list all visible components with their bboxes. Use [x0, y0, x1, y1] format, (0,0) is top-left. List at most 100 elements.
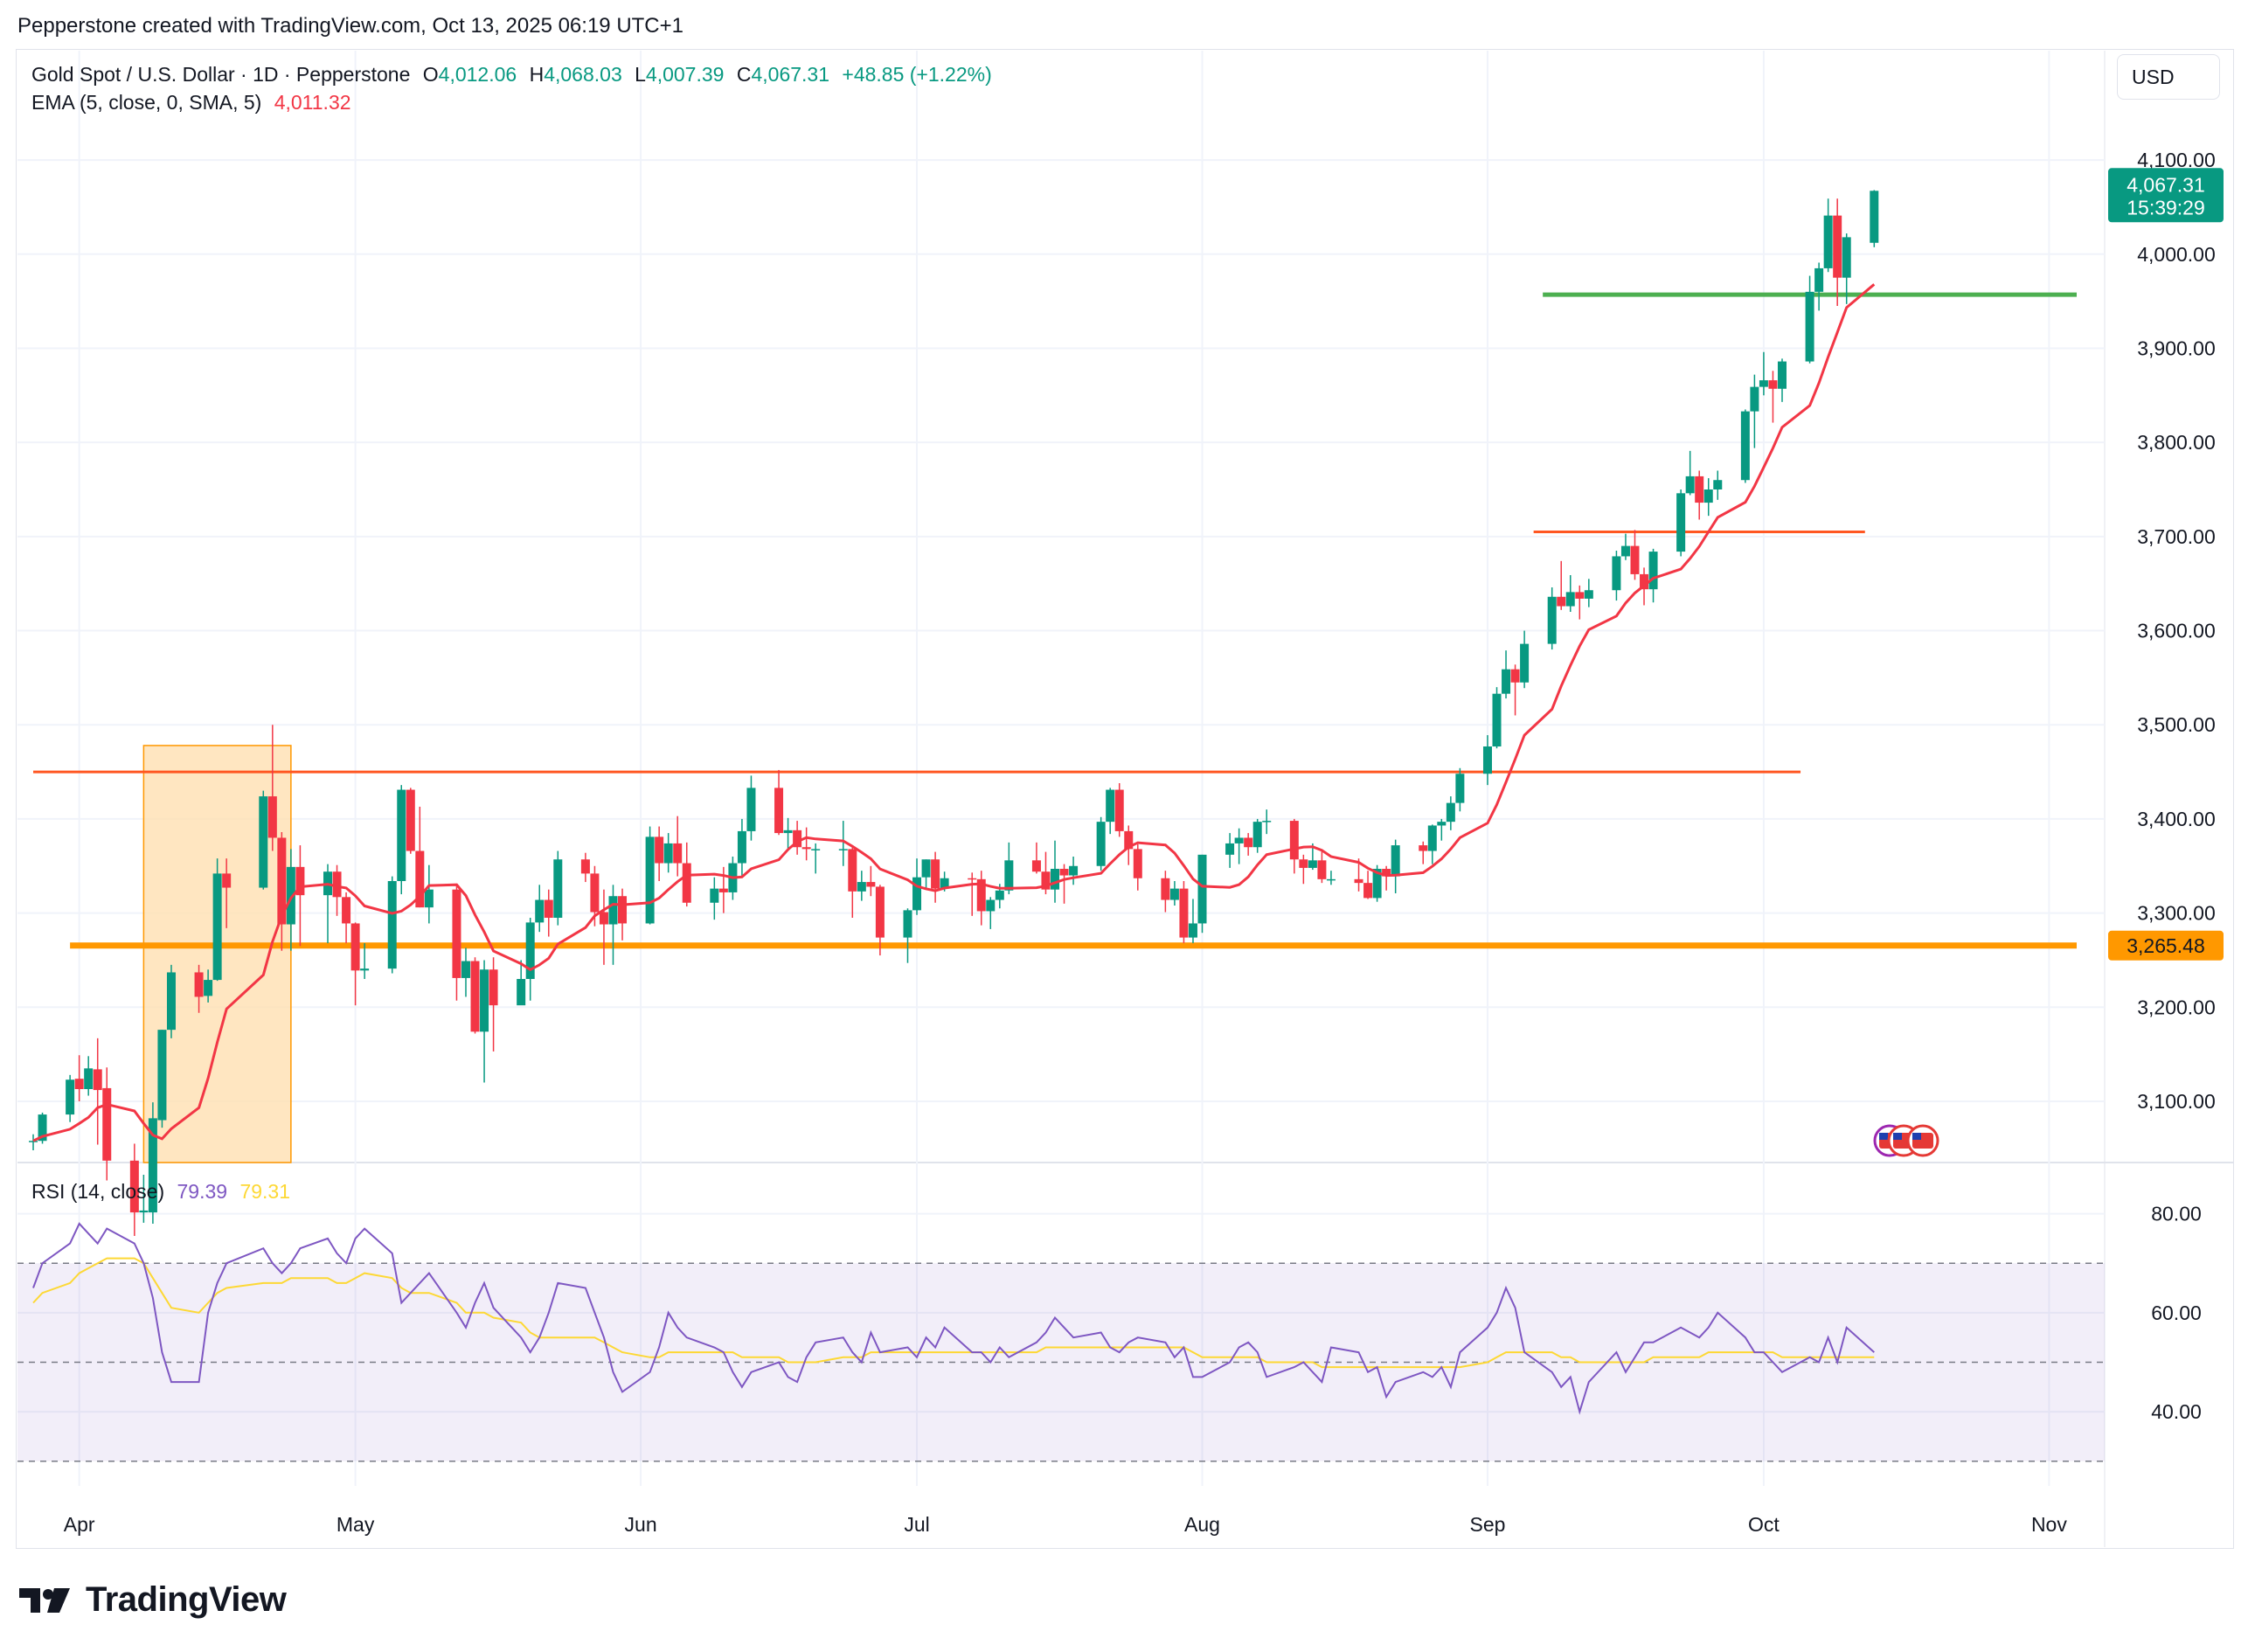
candle-body: [74, 1079, 84, 1089]
candle-body: [1870, 191, 1879, 243]
candle: [737, 818, 746, 877]
candle-body: [295, 866, 305, 896]
candle: [1740, 409, 1750, 483]
candle: [1234, 828, 1244, 864]
candle: [1823, 198, 1833, 273]
candle-body: [166, 972, 176, 1031]
candle: [1703, 478, 1713, 517]
candle: [1188, 899, 1197, 944]
candle-body: [66, 1079, 75, 1115]
price-change: +48.85 (+1.22%): [842, 63, 992, 86]
symbol-title[interactable]: Gold Spot / U.S. Dollar · 1D · Peppersto…: [31, 63, 411, 86]
candle-body: [489, 969, 498, 1006]
candle-body: [38, 1114, 47, 1142]
candle-body: [774, 788, 784, 834]
candle-body: [673, 843, 683, 864]
candle: [838, 821, 848, 866]
candle-body: [553, 859, 563, 918]
candle-body: [793, 829, 802, 848]
ema-layer: [32, 283, 1876, 1142]
candle: [397, 785, 406, 895]
candle: [1363, 871, 1373, 899]
rsi-layer: [17, 1222, 2105, 1462]
candle-body: [590, 873, 600, 913]
candle-body: [1557, 596, 1566, 607]
candle-body: [580, 859, 590, 874]
candle-body: [645, 836, 655, 924]
candle: [1225, 833, 1235, 868]
candle: [525, 918, 535, 1001]
candle: [968, 872, 977, 916]
candle: [1169, 881, 1179, 906]
candle: [295, 845, 305, 947]
rsi-legend[interactable]: RSI (14, close) 79.39 79.31: [31, 1180, 297, 1204]
y-axis-tick-label: 3,800.00: [2137, 431, 2216, 454]
currency-button[interactable]: USD: [2117, 54, 2220, 100]
candle: [1419, 841, 1428, 864]
candle-body: [976, 878, 986, 912]
candle: [1244, 833, 1253, 856]
candle-body: [1685, 475, 1695, 494]
candle: [1069, 857, 1079, 885]
tradingview-logo[interactable]: TradingView: [19, 1580, 287, 1620]
candle-body: [1575, 592, 1585, 599]
candle-body: [1179, 888, 1189, 938]
candle: [1446, 796, 1455, 830]
candle-body: [480, 969, 489, 1032]
candle: [259, 790, 268, 890]
candle: [1455, 767, 1465, 812]
y-axis-tick-label: 3,200.00: [2137, 996, 2216, 1018]
candle: [332, 864, 342, 916]
candle-body: [1161, 878, 1170, 900]
candle: [1179, 881, 1189, 944]
x-axis-tick-label: Aug: [1184, 1513, 1220, 1536]
rsi-label: RSI (14, close): [31, 1180, 165, 1203]
candle: [84, 1056, 94, 1096]
candle-body: [811, 849, 821, 850]
candle: [1620, 533, 1630, 560]
candle: [1317, 849, 1327, 884]
candle-body: [1759, 380, 1768, 387]
candle-body: [1419, 845, 1428, 851]
candle-body: [608, 896, 618, 925]
ema-label: EMA (5, close, 0, SMA, 5): [31, 91, 262, 114]
events-flags[interactable]: [1873, 1124, 1939, 1157]
candle: [1004, 842, 1014, 895]
candle-body: [535, 899, 545, 923]
candle: [857, 871, 866, 901]
candle: [166, 964, 176, 1038]
candle: [793, 821, 802, 855]
candle: [1124, 825, 1134, 865]
candle-body: [1069, 865, 1079, 876]
candle: [323, 864, 333, 944]
candle: [645, 826, 655, 925]
candle-body: [212, 873, 222, 981]
candle: [350, 922, 360, 1006]
candle-body: [912, 877, 922, 911]
candle-body: [921, 859, 931, 878]
candle: [1299, 854, 1308, 885]
candle-body: [801, 847, 811, 850]
last-price-badge-bg: [2108, 168, 2224, 223]
candle-body: [1031, 860, 1041, 872]
candle-body: [682, 863, 691, 903]
us-flag-icon[interactable]: [1906, 1124, 1939, 1157]
candle: [1492, 687, 1502, 749]
candle: [129, 1143, 139, 1236]
candle: [1427, 824, 1437, 864]
ema-legend[interactable]: EMA (5, close, 0, SMA, 5) 4,011.32: [31, 91, 358, 115]
candle: [452, 885, 461, 1001]
candle-body: [259, 796, 268, 888]
tradingview-wordmark: TradingView: [86, 1580, 287, 1619]
candle: [976, 871, 986, 926]
candle-body: [1262, 821, 1272, 823]
y-axis-tick-label: 4,000.00: [2137, 243, 2216, 266]
candle-body: [1455, 774, 1465, 803]
candle-body: [1059, 869, 1069, 876]
rsi-line: [32, 1222, 1875, 1415]
candle: [424, 864, 434, 924]
y-axis-tick-label: 3,300.00: [2137, 902, 2216, 925]
